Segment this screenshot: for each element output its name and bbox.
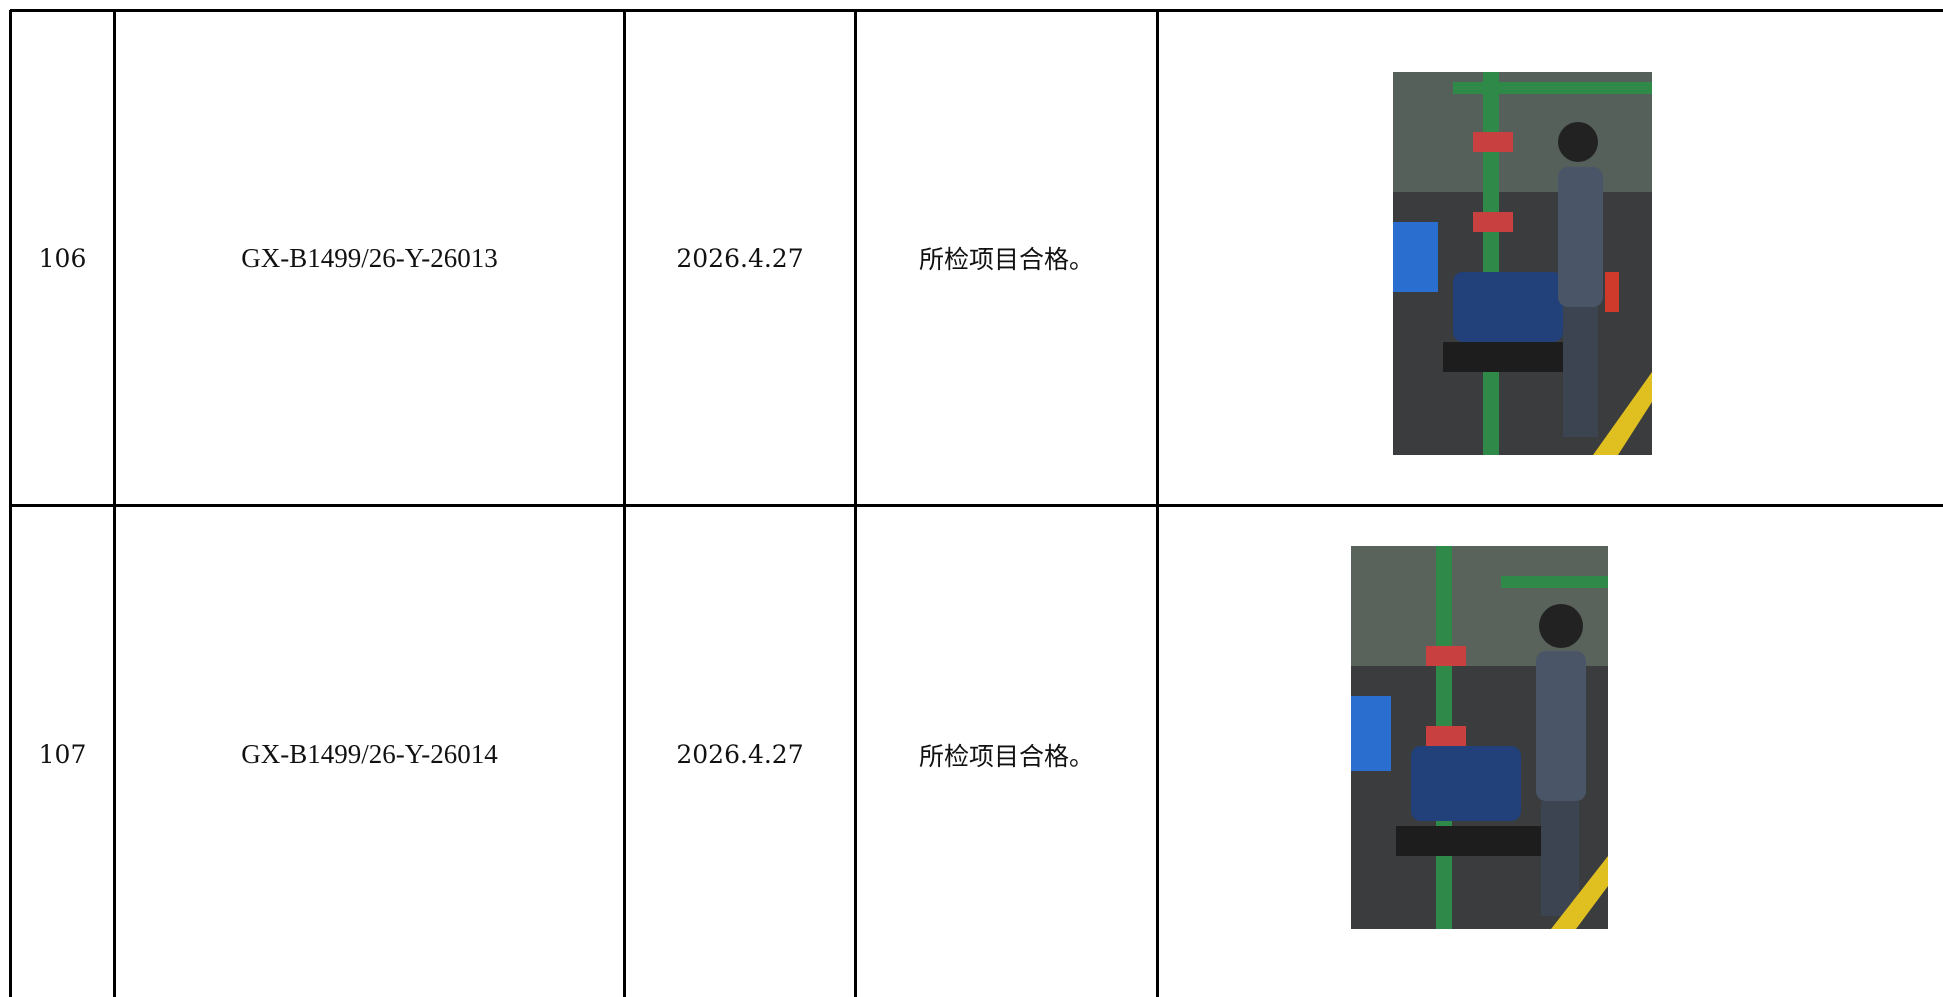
- row-border: [10, 9, 1943, 12]
- column-border: [1156, 10, 1159, 997]
- inspection-photo: [1393, 72, 1652, 455]
- row-border: [10, 504, 1943, 507]
- certificate-number: GX-B1499/26-Y-26014: [241, 739, 498, 769]
- column-border: [854, 10, 857, 997]
- column-border: [113, 10, 116, 997]
- inspection-date: 2026.4.27: [676, 243, 804, 273]
- inspection-date: 2026.4.27: [676, 740, 804, 769]
- certificate-number: GX-B1499/26-Y-26013: [241, 242, 498, 273]
- row-number: 107: [38, 740, 87, 769]
- inspection-photo: [1351, 546, 1608, 929]
- row-number: 106: [38, 243, 87, 273]
- column-border: [9, 10, 12, 997]
- inspection-result: 所检项目合格。: [918, 245, 1094, 274]
- column-border: [623, 10, 626, 997]
- inspection-result: 所检项目合格。: [918, 741, 1094, 771]
